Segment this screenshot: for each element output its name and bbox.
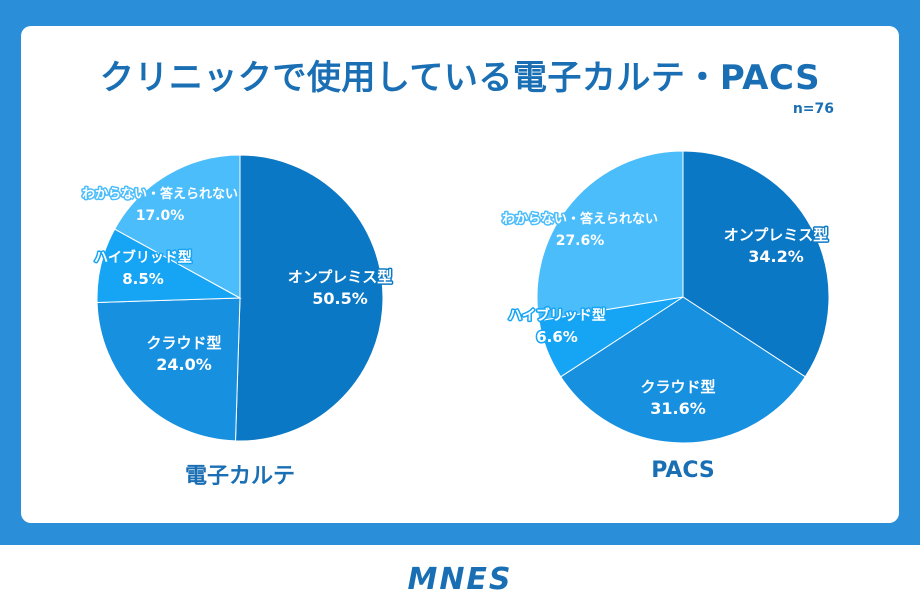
sample-size-note: n=76 bbox=[792, 101, 834, 117]
pie-slice-emr-unknown bbox=[114, 154, 241, 299]
pie-label-value-pacs-cloud: 31.6% bbox=[650, 399, 706, 418]
pie-label-name-pacs-unknown: わからない・答えられない bbox=[502, 211, 658, 227]
pie-slice-pacs-cloud bbox=[560, 296, 806, 444]
pie-label-value-emr-onprem: 50.5% bbox=[312, 289, 368, 308]
pie-label-name-emr-unknown: わからない・答えられない bbox=[82, 186, 238, 202]
pie-caption-pacs: PACS bbox=[651, 458, 715, 483]
pie-label-pacs-hybrid: ハイブリッド型 6.6% bbox=[507, 306, 608, 348]
pie-label-name-emr-onprem: オンプレミス型 bbox=[288, 268, 393, 286]
pie-label-emr-unknown: わからない・答えられない 17.0% bbox=[80, 185, 239, 226]
pie-label-name-pacs-onprem: オンプレミス型 bbox=[724, 226, 829, 244]
pie-label-pacs-unknown: わからない・答えられない 27.6% bbox=[500, 210, 659, 251]
brand-logo: MNES bbox=[407, 562, 513, 597]
pie-label-name-emr-cloud: クラウド型 bbox=[146, 334, 221, 352]
pie-label-value-pacs-hybrid: 6.6% bbox=[536, 328, 578, 346]
pie-caption-emr: 電子カルテ bbox=[184, 464, 295, 489]
pie-slice-pacs-unknown bbox=[536, 150, 684, 322]
pie-slice-emr-cloud bbox=[96, 297, 241, 442]
pie-slice-emr-onprem bbox=[234, 154, 384, 442]
page-title: クリニックで使用している電子カルテ・PACS bbox=[99, 58, 821, 98]
pie-label-pacs-cloud: クラウド型 31.6% bbox=[639, 377, 717, 420]
pie-label-emr-hybrid: ハイブリッド型 8.5% bbox=[93, 248, 194, 290]
pie-label-name-emr-hybrid: ハイブリッド型 bbox=[94, 249, 192, 266]
pie-label-value-pacs-unknown: 27.6% bbox=[556, 233, 605, 249]
pie-label-name-pacs-cloud: クラウド型 bbox=[640, 378, 715, 396]
pie-label-name-pacs-hybrid: ハイブリッド型 bbox=[508, 307, 606, 324]
pie-label-value-emr-unknown: 17.0% bbox=[136, 208, 185, 224]
pie-label-value-emr-hybrid: 8.5% bbox=[122, 270, 164, 288]
pie-label-value-pacs-onprem: 34.2% bbox=[748, 247, 804, 266]
pie-label-emr-onprem: オンプレミス型 50.5% bbox=[286, 267, 394, 310]
pie-charts: オンプレミス型 50.5% クラウド型 24.0% ハイブリッド型 8.5% わからない・答… bbox=[80, 150, 830, 444]
pie-label-pacs-onprem: オンプレミス型 34.2% bbox=[722, 225, 830, 268]
pie-label-emr-cloud: クラウド型 24.0% bbox=[145, 333, 223, 376]
pie-label-value-emr-cloud: 24.0% bbox=[156, 355, 212, 374]
